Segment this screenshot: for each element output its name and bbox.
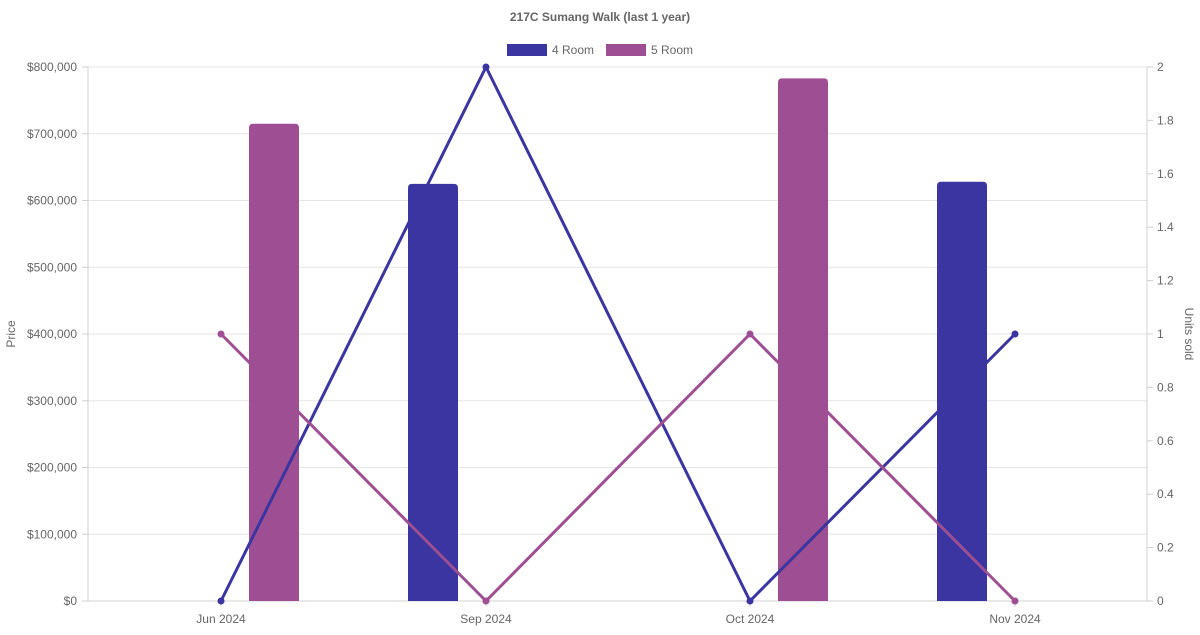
point-5-room [217, 330, 225, 338]
y-right-tick-label: 1.4 [1157, 220, 1174, 234]
y-left-tick-label: $600,000 [27, 194, 77, 208]
lines [217, 63, 1019, 605]
y-right-tick-label: 1.8 [1157, 113, 1174, 127]
price-axis: $0 $100,000 $200,000 $300,000 $400,000 $500,0… [27, 60, 89, 608]
legend: 4 Room 5 Room [507, 43, 693, 57]
legend-label: 4 Room [552, 43, 594, 57]
x-tick-label: Sep 2024 [460, 612, 512, 626]
legend-swatch [507, 44, 547, 56]
units-axis: 0 0.2 0.4 0.6 0.8 1 1.2 1.4 1.6 1.8 2 [1146, 60, 1174, 608]
y-left-tick-label: $800,000 [27, 60, 77, 74]
x-axis: Jun 2024 Sep 2024 Oct 2024 Nov 2024 [88, 600, 1147, 626]
bar-4-room [937, 181, 987, 601]
chart-title: 217C Sumang Walk (last 1 year) [510, 10, 690, 24]
legend-swatch [606, 44, 646, 56]
y-right-tick-label: 0.6 [1157, 434, 1174, 448]
bars [249, 78, 987, 602]
point-4-room [1011, 330, 1019, 338]
x-tick-label: Oct 2024 [726, 612, 775, 626]
y-left-tick-label: $100,000 [27, 527, 77, 541]
y-right-tick-label: 1 [1157, 327, 1164, 341]
bar-5-room [249, 123, 299, 602]
x-tick-label: Jun 2024 [196, 612, 246, 626]
y-left-tick-label: $500,000 [27, 260, 77, 274]
bar-4-room [408, 183, 458, 601]
line-5-room [219, 332, 1017, 603]
y-left-tick-label: $400,000 [27, 327, 77, 341]
y-right-tick-label: 0.2 [1157, 541, 1174, 555]
point-4-room [217, 597, 225, 605]
y-right-tick-label: 1.2 [1157, 274, 1174, 288]
y-left-tick-label: $700,000 [27, 127, 77, 141]
bar-5-room [778, 78, 828, 601]
point-5-room [746, 330, 754, 338]
y-right-tick-label: 2 [1157, 60, 1164, 74]
y-left-tick-label: $200,000 [27, 461, 77, 475]
y-left-tick-label: $0 [64, 594, 78, 608]
y-right-tick-label: 1.6 [1157, 167, 1174, 181]
point-4-room [482, 63, 490, 71]
y-axis-left-title: Price [4, 320, 18, 348]
point-4-room [746, 597, 754, 605]
x-tick-label: Nov 2024 [989, 612, 1041, 626]
y-right-tick-label: 0.4 [1157, 487, 1174, 501]
y-right-tick-label: 0 [1157, 594, 1164, 608]
y-right-tick-label: 0.8 [1157, 380, 1174, 394]
y-left-tick-label: $300,000 [27, 394, 77, 408]
point-5-room [482, 597, 490, 605]
legend-label: 5 Room [651, 43, 693, 57]
point-5-room [1011, 597, 1019, 605]
y-axis-right-title: Units sold [1182, 308, 1196, 361]
